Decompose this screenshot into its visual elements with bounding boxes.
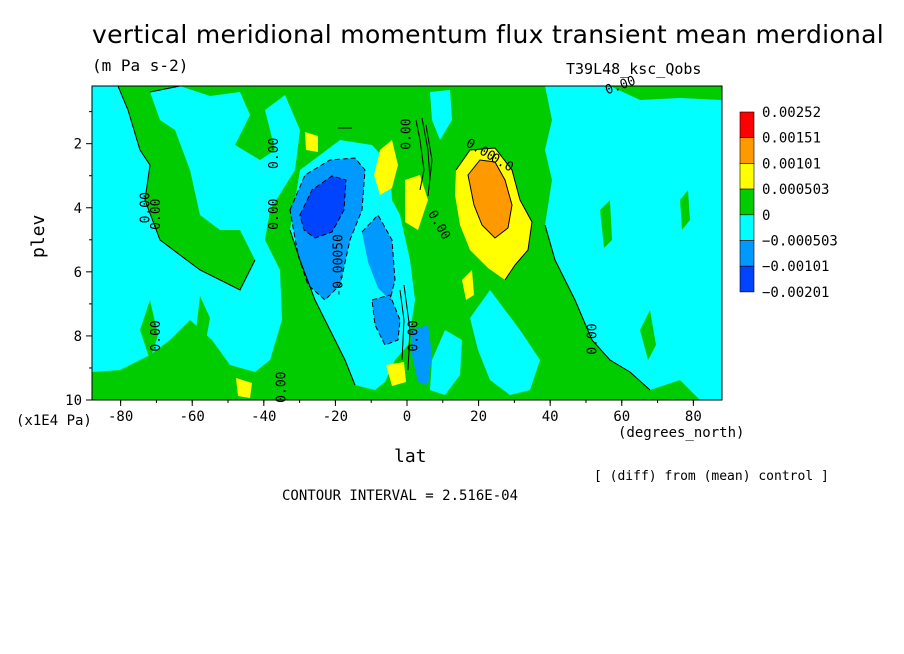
y-tick-label: 4 — [74, 201, 82, 217]
yellow-region — [374, 140, 398, 195]
contour-line — [403, 284, 411, 371]
contour-label: 0.00 — [138, 192, 153, 223]
legend-label: 0.00101 — [762, 156, 821, 172]
blue-region — [372, 295, 400, 345]
x-tick-label: 80 — [685, 409, 702, 425]
yellow-region — [462, 270, 474, 300]
x-axis-label: lat — [394, 446, 427, 467]
y-axis: 2 4 6 8 10 — [65, 111, 92, 409]
y-tick-label: 6 — [74, 265, 82, 281]
x-tick-label: 20 — [470, 409, 487, 425]
contour-line — [117, 86, 256, 291]
diff-note: [ (diff) from (mean) control ] — [594, 469, 829, 484]
contour-fills — [92, 86, 722, 400]
contour-line — [289, 157, 366, 301]
contour-line — [421, 117, 431, 181]
legend-swatch — [739, 137, 755, 164]
contour-line — [415, 119, 425, 191]
chart-title: vertical meridional momentum flux transi… — [92, 20, 885, 49]
y-tick-label: 10 — [65, 393, 82, 409]
contour-line — [455, 147, 533, 281]
contour-label: 0.00 — [274, 372, 289, 403]
contour-line — [467, 159, 513, 239]
green-patch — [140, 300, 158, 360]
legend-swatch — [739, 240, 755, 267]
yellow-region — [305, 132, 318, 152]
y-tick-label: 2 — [74, 137, 82, 153]
contour-line — [149, 86, 181, 93]
legend-label: 0.00151 — [762, 131, 821, 147]
contour-line — [289, 229, 356, 386]
contour-line — [544, 224, 651, 391]
green-patch — [680, 190, 690, 230]
y-tick-label: 8 — [74, 329, 82, 345]
cyan-region — [470, 290, 540, 395]
x-axis: -80 -60 -40 -20 0 20 40 60 80 — [108, 400, 702, 425]
contour-line — [399, 289, 405, 361]
x-tick-label: 0 — [403, 409, 411, 425]
contour-interval: CONTOUR INTERVAL = 2.516E-04 — [282, 488, 519, 504]
units-label: (m Pa s-2) — [92, 56, 189, 75]
legend-swatch — [739, 214, 755, 241]
color-legend: 0.00252 0.00151 0.00101 0.000503 0 −0.000503 −… — [739, 105, 838, 301]
blue-region — [412, 325, 432, 385]
legend-label: −0.00101 — [762, 259, 829, 275]
legend-label: 0.000503 — [762, 182, 829, 198]
legend-swatch — [739, 188, 755, 216]
yellow-region — [236, 378, 252, 398]
blue-region — [362, 215, 395, 300]
contour-lines — [117, 86, 651, 391]
cyan-region — [430, 330, 462, 395]
green-patch — [640, 310, 656, 360]
legend-label: −0.00201 — [762, 285, 829, 301]
contour-label: 0.00 — [407, 320, 422, 351]
legend-label: 0 — [762, 208, 770, 224]
cyan-region — [430, 90, 452, 140]
orange-region — [468, 160, 512, 238]
legend-swatch — [739, 265, 755, 293]
yellow-region — [405, 175, 428, 230]
x-tick-label: -80 — [108, 409, 133, 425]
contour-label: 0.00 — [586, 323, 601, 354]
cyan-region — [92, 86, 300, 372]
contour-line — [371, 294, 401, 346]
contour-line — [425, 124, 433, 197]
x-tick-label: -40 — [251, 409, 276, 425]
contour-label: 0.00 — [149, 199, 164, 230]
x-tick-label: -60 — [180, 409, 205, 425]
contour-label: 0.00 — [149, 320, 164, 351]
cyan-region — [545, 86, 722, 400]
contour-line — [361, 214, 396, 301]
x-tick-label: 60 — [613, 409, 630, 425]
x-unit-label: (degrees_north) — [618, 425, 745, 441]
x-tick-label: -20 — [323, 409, 348, 425]
green-patch — [196, 296, 210, 340]
x-tick-label: 40 — [542, 409, 559, 425]
contour-label: 0.00 — [267, 138, 282, 169]
legend-label: 0.00252 — [762, 105, 821, 121]
legend-label: −0.000503 — [762, 234, 838, 250]
contour-label: 0.00 — [400, 118, 415, 149]
contour-line — [299, 175, 347, 239]
contour-label: 0.00 — [267, 199, 282, 230]
green-patch — [600, 200, 612, 248]
yellow-region — [386, 362, 406, 386]
y-unit-label: (x1E4 Pa) — [16, 413, 92, 429]
legend-swatch — [739, 163, 755, 190]
run-label: T39L48_ksc_Qobs — [566, 60, 702, 78]
contour-label: -0.00050 — [332, 234, 347, 297]
legend-swatch — [739, 111, 755, 139]
